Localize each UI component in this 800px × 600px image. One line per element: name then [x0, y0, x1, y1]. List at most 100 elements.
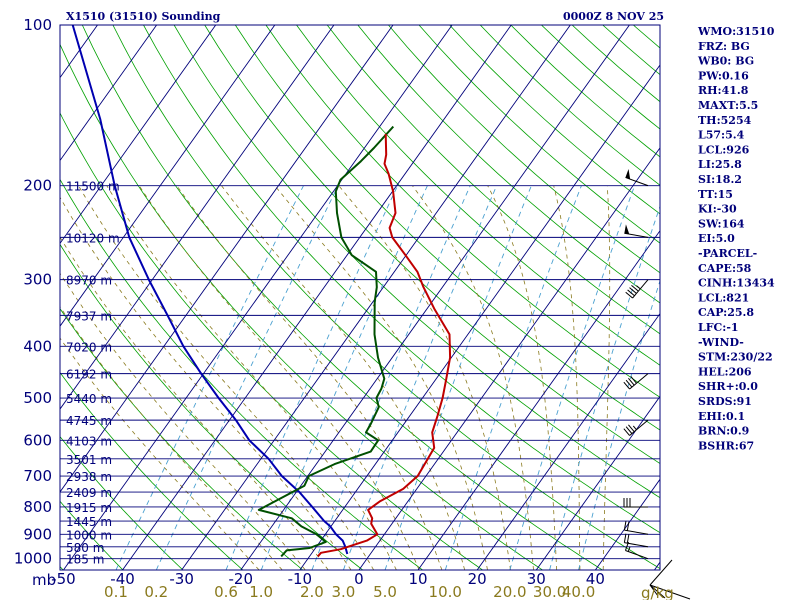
mixing-ratio-line [509, 185, 636, 570]
wind-barb [623, 497, 648, 508]
isotherm [535, 395, 660, 570]
temperature-tick-label: -20 [228, 570, 253, 588]
pressure-tick-label: 400 [23, 337, 52, 355]
index-line: TT:15 [698, 188, 733, 201]
height-label: 1445 m [66, 515, 112, 529]
isotherm [358, 147, 660, 570]
index-line: CAPE:58 [698, 262, 752, 275]
index-line: FRZ: BG [698, 40, 750, 53]
mixing-ratio-tick-label: 0.6 [214, 583, 238, 600]
isotherm [417, 229, 660, 570]
index-line: WMO:31510 [697, 25, 775, 38]
isobars-layer [60, 25, 660, 560]
index-line: KI:-30 [698, 203, 737, 216]
moist-adiabat [78, 185, 375, 570]
pressure-tick-label: 600 [23, 431, 52, 449]
index-line: SW:164 [698, 217, 745, 230]
height-label: 4745 m [66, 414, 112, 428]
dry-adiabat [296, 25, 660, 366]
height-label: 3501 m [66, 453, 112, 467]
index-line: CINH:13434 [698, 277, 775, 290]
hodograph [649, 559, 691, 600]
moist-adiabat [60, 305, 283, 570]
mixing-ratio-line [342, 185, 498, 570]
index-line: HEL:206 [698, 365, 752, 378]
index-line: RH:41.8 [698, 84, 749, 97]
station-title: X1510 (31510) Sounding [66, 10, 221, 23]
height-label: 8970 m [66, 274, 112, 288]
index-line: SHR+:0.0 [698, 380, 758, 393]
isotherm [60, 25, 335, 410]
index-line: LCL:821 [698, 291, 749, 304]
moist-adiabat [106, 185, 397, 570]
height-label: 10120 m [66, 231, 120, 245]
height-label: 1000 m [66, 528, 112, 542]
dry-adiabat [60, 112, 483, 570]
dry-adiabat [60, 43, 543, 570]
index-line: PW:0.16 [698, 69, 749, 82]
moist-adiabat [602, 185, 611, 570]
height-label: 5440 m [66, 392, 112, 406]
pressure-tick-label: 200 [23, 177, 52, 195]
dry-adiabat [60, 178, 423, 570]
isotherm [476, 312, 660, 570]
index-line: BSHR:67 [698, 439, 754, 452]
mixing-ratio-tick-label: 40.0 [562, 583, 595, 600]
dewpoint-trace [257, 125, 395, 558]
mixing-ratio-tick-label: 20.0 [493, 583, 526, 600]
isotherm [240, 25, 630, 570]
temperature-tick-label: 0 [354, 570, 364, 588]
height-label: 2409 m [66, 486, 112, 500]
moist-adiabat [138, 185, 420, 570]
adiabats-layer [60, 25, 660, 570]
mixing-ratio-tick-label: 0.1 [104, 583, 128, 600]
isotherm [60, 25, 276, 327]
dry-adiabat [357, 25, 660, 304]
moist-adiabat [60, 236, 329, 570]
isotherm [60, 25, 217, 245]
pressure-tick-label: 100 [23, 16, 52, 34]
mixing-ratio-tick-label: 0.2 [144, 583, 168, 600]
dry-adiabat [143, 25, 660, 534]
isotherm [60, 25, 394, 493]
temperature-tick-label: 10 [408, 570, 427, 588]
mixing-ratio-unit: g/kg [641, 584, 674, 600]
isotherms-layer [0, 25, 660, 570]
valid-time: 0000Z 8 NOV 25 [563, 10, 664, 23]
profiles-layer [71, 25, 452, 558]
height-label: 185 m [66, 553, 104, 567]
dry-adiabat [81, 25, 603, 570]
dry-adiabat [173, 25, 660, 499]
mixing-ratio-line [311, 185, 471, 570]
temperature-tick-label: -40 [110, 570, 135, 588]
index-line: SI:18.2 [698, 173, 742, 186]
moist-adiabat [176, 185, 443, 570]
index-line: MAXT:5.5 [698, 99, 758, 112]
pressure-tick-label: 1000 [14, 550, 52, 568]
pressure-tick-label: 700 [23, 467, 52, 485]
pressure-axis-label: mb [32, 571, 56, 589]
moist-adiabat [60, 272, 306, 570]
wind-barb [625, 168, 649, 187]
index-line: BRN:0.9 [698, 425, 749, 438]
moist-adiabat [274, 185, 488, 570]
height-label: 6192 m [66, 368, 112, 382]
dry-adiabat [60, 436, 184, 570]
mixing-ratio-line [155, 185, 339, 570]
height-label: 7020 m [66, 340, 112, 354]
index-line: LI:25.8 [698, 158, 742, 171]
mixing-ratio-tick-label: 5.0 [373, 583, 397, 600]
height-label: 580 m [66, 541, 104, 555]
wind-barbs-layer [623, 168, 691, 600]
dry-adiabat [112, 25, 660, 570]
index-line: EI:5.0 [698, 232, 735, 245]
mixing-ratio-line [260, 185, 428, 570]
dry-adiabat [571, 25, 660, 103]
dry-adiabat [204, 25, 660, 464]
mixing-ratio-line [115, 185, 304, 570]
isotherm [63, 25, 453, 570]
mixing-ratio-line [549, 205, 660, 570]
isotherm [0, 25, 38, 570]
